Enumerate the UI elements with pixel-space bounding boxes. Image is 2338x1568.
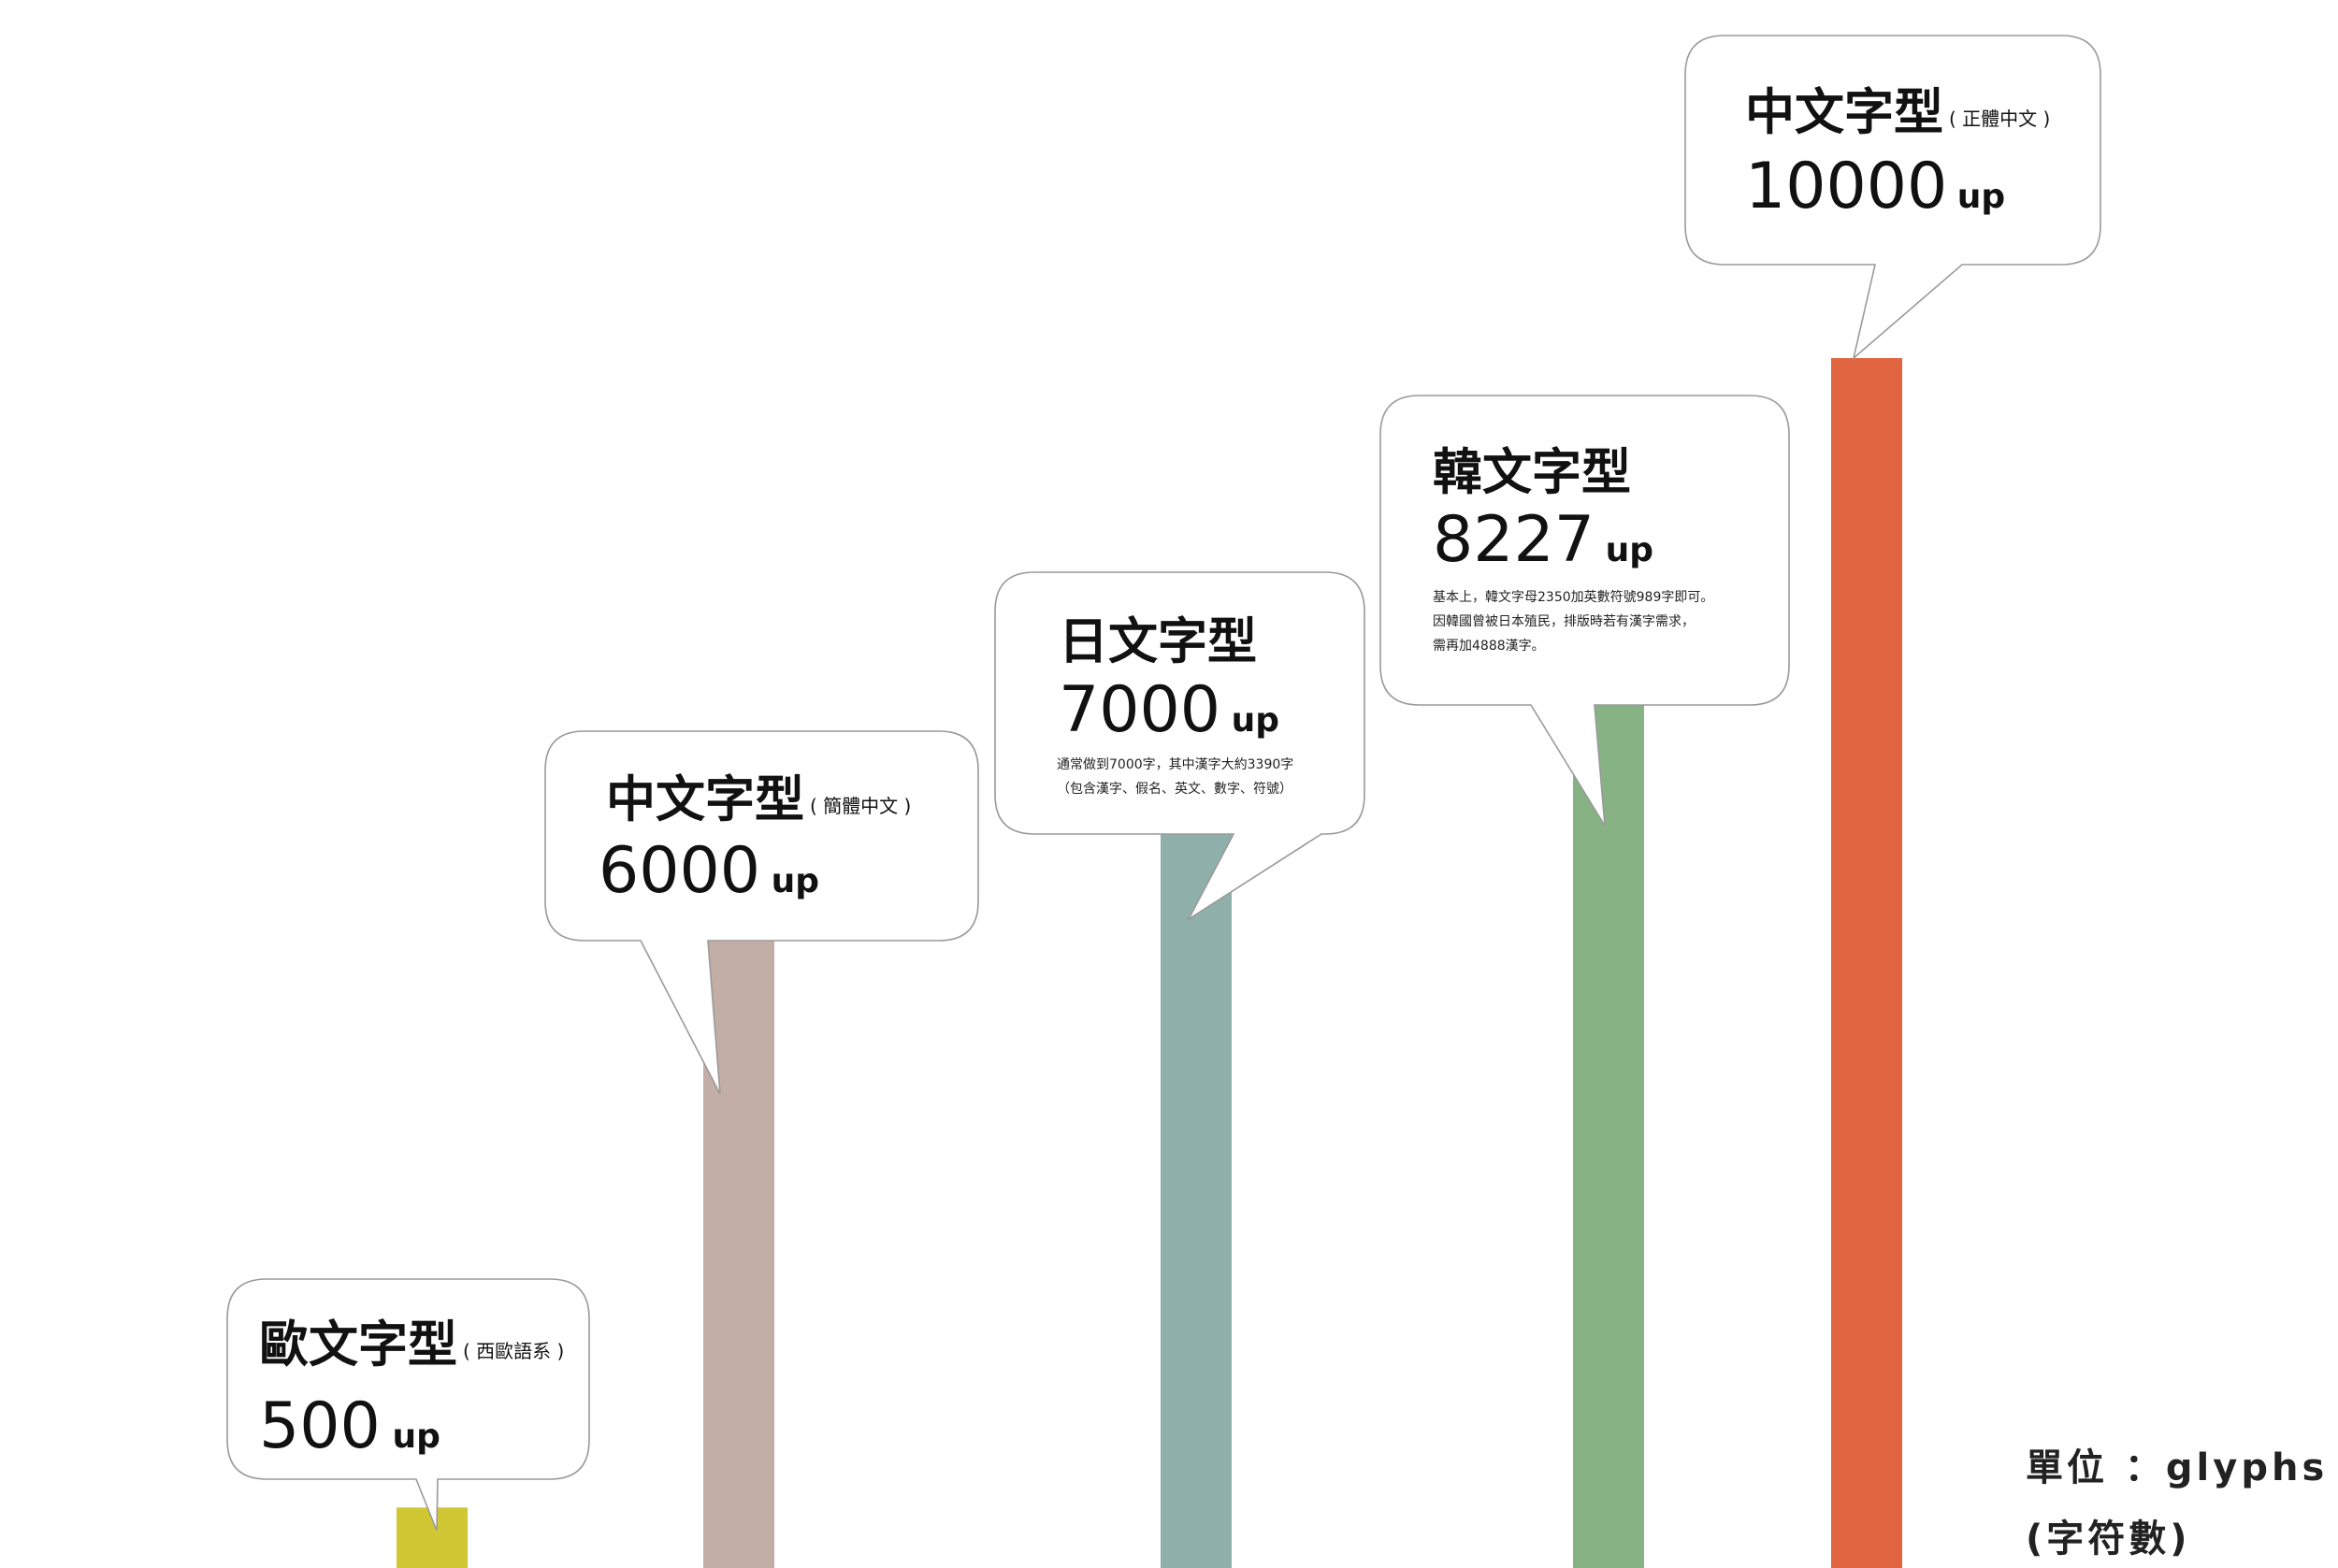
unit-label-line: 單位 ：glyphs [2026,1446,2328,1489]
callout-bubble [544,730,979,1095]
callout-title: 日文字型 [1059,613,1257,670]
unit-label-line: (字符數) [2026,1518,2191,1561]
callout-unit: up [772,862,819,900]
callout-1: 歐文字型 ( 西歐語系 ) 500 up [226,1278,590,1532]
callout-5: 中文字型 ( 正體中文 )10000 up [1684,35,2101,361]
callout-title: 中文字型 [1745,84,1943,141]
callout-title: 韓文字型 [1433,444,1631,501]
callout-unit: up [1606,531,1653,569]
callout-note-line: 通常做到7000字，其中漢字大約3390字 [1057,757,1293,772]
callout-note-line: 需再加4888漢字。 [1433,639,1545,654]
bars-layer [397,358,1902,1568]
bar-5 [1831,358,1902,1568]
callout-subtitle: ( 正體中文 ) [1949,108,2050,130]
callout-note-line: 基本上，韓文字母2350加英數符號989字即可。 [1433,589,1713,605]
callout-note-line: （包含漢字、假名、英文、數字、符號） [1057,781,1292,797]
bar-3 [1161,721,1232,1568]
callout-title: 歐文字型 [259,1316,457,1374]
callout-value: 500 [259,1389,381,1463]
callout-title: 中文字型 [606,771,804,828]
callout-bubble [1684,35,2101,361]
callout-bubble [226,1278,590,1532]
callout-bubble [1379,395,1790,827]
unit-label: 單位 ：glyphs (字符數) [2026,1446,2328,1561]
callout-unit: up [1957,178,2005,216]
callout-value: 8227 [1433,503,1595,577]
callout-unit: up [1232,701,1279,740]
callout-unit: up [392,1417,440,1456]
callout-value: 6000 [599,834,760,908]
callout-subtitle: ( 西歐語系 ) [463,1340,564,1362]
callout-bubble [994,571,1365,922]
bar-2 [703,842,774,1568]
callout-value: 10000 [1745,150,1947,223]
callout-value: 7000 [1059,673,1220,747]
callout-note-line: 因韓國曾被日本殖民，排版時若有漢字需求， [1433,613,1695,629]
callout-2: 中文字型 ( 簡體中文 ) 6000 up [544,730,979,1095]
callout-subtitle: ( 簡體中文 ) [810,795,911,817]
